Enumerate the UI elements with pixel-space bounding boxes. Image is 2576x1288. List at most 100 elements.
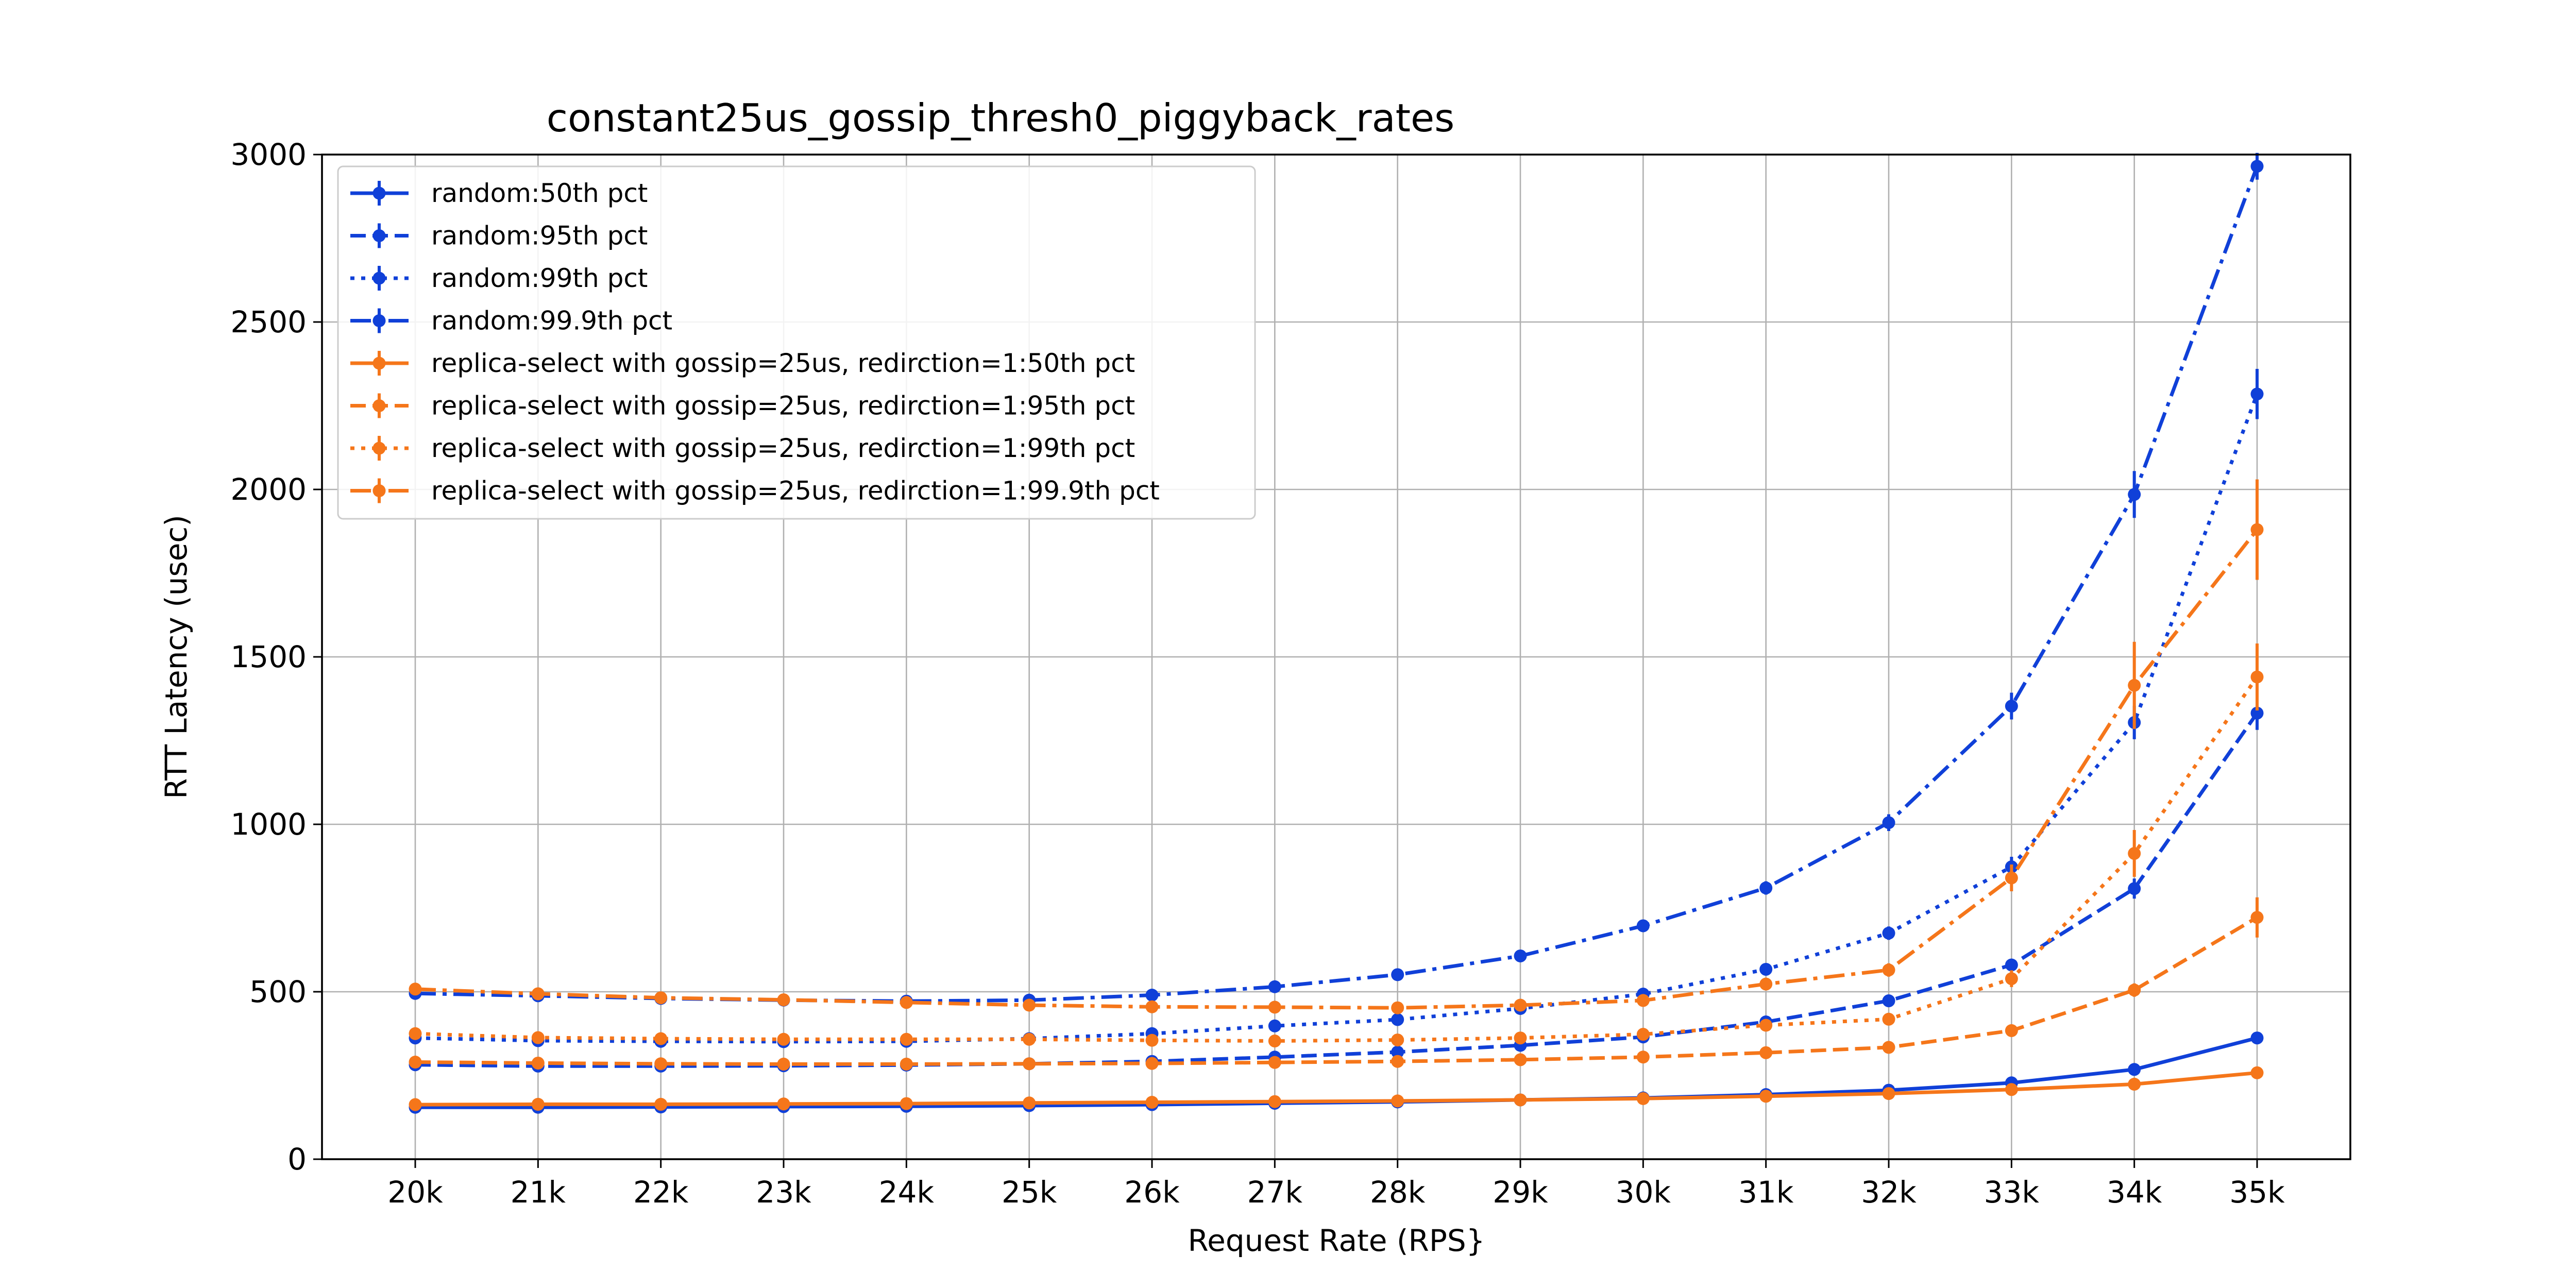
data-point xyxy=(409,1056,422,1069)
series-6 xyxy=(409,897,2264,1071)
data-point xyxy=(2005,958,2018,972)
series-7 xyxy=(409,643,2264,1048)
data-point xyxy=(1882,1012,1895,1026)
data-point xyxy=(1882,1041,1895,1054)
data-point xyxy=(2250,670,2264,684)
x-tick-label: 33k xyxy=(1984,1175,2040,1210)
data-point xyxy=(1391,1045,1404,1059)
legend-item: replica-select with gossip=25us, redirct… xyxy=(350,433,1135,463)
legend-label: replica-select with gossip=25us, redirct… xyxy=(431,476,1160,506)
data-point xyxy=(1023,1032,1036,1046)
data-point xyxy=(2005,871,2018,885)
data-point xyxy=(1268,1001,1281,1014)
legend-label: random:99.9th pct xyxy=(431,306,672,336)
series-line xyxy=(415,712,2259,1068)
data-point xyxy=(1882,1087,1895,1100)
data-point xyxy=(900,1032,913,1046)
data-point xyxy=(1268,1095,1281,1108)
x-tick-label: 26k xyxy=(1124,1175,1180,1210)
data-point xyxy=(2250,523,2264,536)
series-5 xyxy=(409,1066,2264,1111)
data-point xyxy=(1759,962,1773,976)
data-point xyxy=(777,1097,790,1111)
data-point xyxy=(1514,1093,1527,1107)
data-point xyxy=(777,1032,790,1046)
data-point xyxy=(2005,1024,2018,1037)
data-point xyxy=(2250,387,2264,401)
data-point xyxy=(1636,1028,1650,1041)
data-point xyxy=(1759,882,1773,894)
y-tick-label: 2000 xyxy=(230,472,307,507)
x-tick-label: 24k xyxy=(879,1175,935,1210)
data-point xyxy=(1145,1057,1159,1070)
data-point xyxy=(1145,1000,1159,1013)
series-line xyxy=(415,1071,2258,1107)
data-point xyxy=(1391,1055,1404,1068)
y-tick-label: 0 xyxy=(287,1142,307,1177)
data-point xyxy=(2250,706,2264,720)
data-point xyxy=(654,1097,668,1111)
legend-marker xyxy=(372,357,386,370)
series-2 xyxy=(409,696,2264,1073)
data-point xyxy=(1636,1050,1650,1064)
data-point xyxy=(1882,963,1895,977)
data-point xyxy=(1514,1053,1527,1066)
data-point xyxy=(1268,1056,1281,1069)
data-point xyxy=(1514,949,1527,962)
x-tick-label: 27k xyxy=(1247,1175,1303,1210)
legend: random:50th pct random:95th pct random:99t… xyxy=(337,165,1256,520)
x-tick-label: 34k xyxy=(2107,1175,2162,1210)
y-tick-label: 500 xyxy=(249,974,307,1009)
legend-item: random:95th pct xyxy=(350,221,648,251)
legend-box xyxy=(337,165,1256,520)
data-point xyxy=(1023,1096,1036,1110)
x-tick-label: 32k xyxy=(1861,1175,1917,1210)
data-point xyxy=(1145,1096,1159,1109)
legend-item: random:50th pct xyxy=(350,178,648,208)
data-point xyxy=(1268,1019,1281,1032)
x-tick-label: 31k xyxy=(1738,1175,1794,1210)
data-point xyxy=(900,1057,913,1071)
data-point xyxy=(1882,994,1895,1008)
data-point xyxy=(1391,968,1404,981)
legend-item: replica-select with gossip=25us, redirct… xyxy=(350,391,1135,421)
data-point xyxy=(1759,1019,1773,1032)
data-point xyxy=(1636,994,1650,1007)
legend-item: random:99th pct xyxy=(350,263,648,293)
data-point xyxy=(1636,919,1650,933)
series-line xyxy=(415,676,2259,1043)
series-line xyxy=(415,916,2258,1066)
data-point xyxy=(2128,1077,2141,1091)
legend-item: random:99.9th pct xyxy=(350,306,672,336)
data-point xyxy=(1882,926,1895,940)
data-point xyxy=(2005,972,2018,986)
data-point xyxy=(1023,1057,1036,1071)
data-point xyxy=(2250,1066,2264,1079)
y-tick-label: 3000 xyxy=(230,137,307,172)
legend-label: replica-select with gossip=25us, redirct… xyxy=(431,348,1135,378)
x-tick-label: 20k xyxy=(387,1175,443,1210)
data-point xyxy=(2250,160,2264,173)
legend-marker xyxy=(372,484,386,497)
data-point xyxy=(2005,700,2018,713)
legend-item: replica-select with gossip=25us, redirct… xyxy=(350,476,1160,506)
data-point xyxy=(409,1098,422,1111)
data-point xyxy=(531,987,545,1001)
data-point xyxy=(1145,989,1159,1002)
legend-label: random:50th pct xyxy=(431,178,648,208)
x-tick-label: 21k xyxy=(511,1175,566,1210)
y-tick-label: 1500 xyxy=(230,639,307,674)
y-tick-label: 1000 xyxy=(230,807,307,842)
y-tick-label: 2500 xyxy=(230,304,307,340)
data-point xyxy=(1882,816,1895,829)
series-line xyxy=(415,393,2259,1044)
legend-marker xyxy=(372,187,386,200)
legend-marker xyxy=(372,442,386,455)
x-tick-label: 28k xyxy=(1370,1175,1426,1210)
data-point xyxy=(1514,998,1527,1012)
data-point xyxy=(654,1057,668,1071)
data-point xyxy=(2250,911,2264,924)
data-point xyxy=(2128,1063,2141,1076)
x-tick-label: 23k xyxy=(756,1175,811,1210)
data-point xyxy=(900,996,913,1009)
